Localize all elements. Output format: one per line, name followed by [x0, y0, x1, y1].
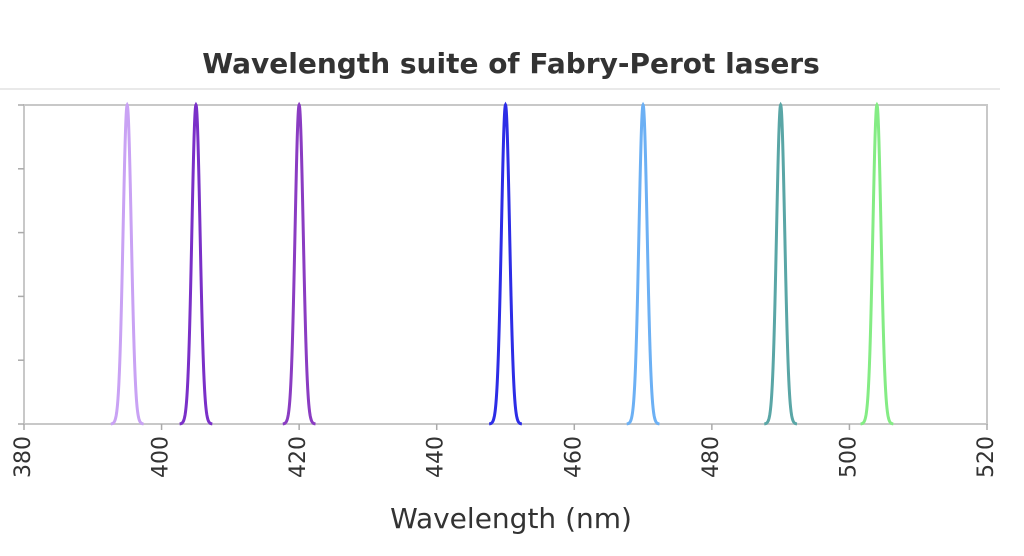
x-tick-label: 420	[286, 436, 311, 478]
x-tick-label: 400	[149, 436, 174, 478]
peak	[626, 101, 660, 426]
peak	[282, 101, 316, 426]
peak	[860, 101, 894, 426]
plot-frame	[23, 104, 988, 425]
x-tick-label: 500	[836, 436, 861, 478]
peak	[110, 101, 144, 426]
x-axis-label: Wavelength (nm)	[390, 502, 632, 535]
x-tick-label: 480	[699, 436, 724, 478]
peak	[764, 101, 798, 426]
x-tick-label: 440	[424, 436, 449, 478]
peak	[488, 101, 523, 426]
x-tick-label: 380	[11, 436, 36, 478]
peak	[179, 101, 213, 426]
x-tick-label: 460	[561, 436, 586, 478]
x-tick-label: 520	[974, 436, 999, 478]
chart-title: Wavelength suite of Fabry-Perot lasers	[202, 47, 820, 80]
